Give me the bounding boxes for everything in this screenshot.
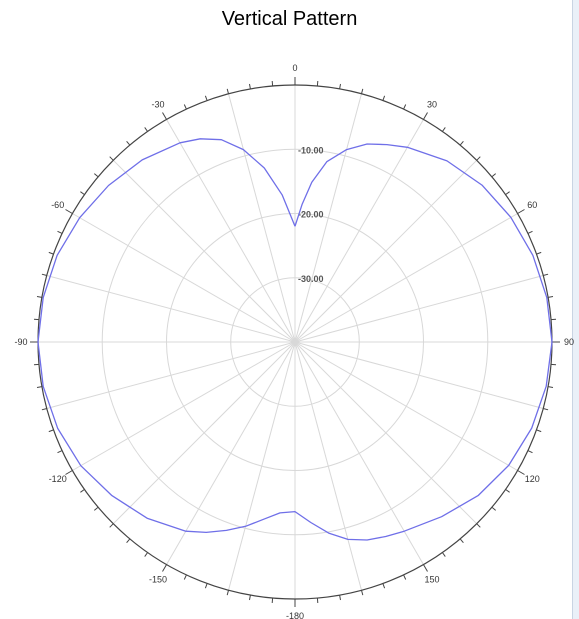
angle-tick: [536, 429, 542, 433]
angle-tick-label: -90: [14, 337, 27, 347]
angle-tick: [249, 83, 251, 89]
angle-tick: [517, 470, 525, 475]
angle-tick: [183, 574, 187, 580]
angle-tick: [41, 408, 47, 411]
angle-tick: [476, 156, 481, 161]
angle-tick: [36, 386, 42, 388]
angle-tick: [382, 583, 386, 589]
angle-tick: [536, 251, 542, 255]
angle-tick: [543, 273, 549, 276]
angle-tick: [491, 173, 497, 178]
angle-tick: [476, 523, 481, 528]
angle-tick: [126, 140, 131, 146]
angle-tick: [403, 574, 407, 580]
angle-tick: [543, 408, 549, 411]
angle-tick: [109, 156, 114, 161]
angle-tick: [361, 590, 364, 596]
angle-tick: [126, 538, 131, 544]
angle-tick-label: -180: [286, 611, 304, 619]
angle-tick: [361, 88, 364, 94]
angle-tick: [204, 95, 208, 101]
angle-tick: [65, 470, 73, 475]
chart-title: Vertical Pattern: [221, 8, 358, 30]
angle-tick: [109, 523, 114, 528]
angle-tick: [65, 209, 73, 214]
angle-tick: [57, 230, 63, 234]
angle-tick: [441, 552, 446, 557]
pattern-trace: [37, 138, 553, 541]
angle-tick: [162, 564, 167, 572]
angle-tick: [339, 83, 341, 89]
angle-tick-label: 0: [292, 63, 297, 73]
radial-ring-label: -30.00: [298, 274, 324, 284]
angle-tick: [459, 538, 464, 544]
angle-tick-label: 120: [525, 474, 540, 484]
grid-ring: [230, 277, 360, 407]
angle-tick: [505, 191, 510, 196]
angle-tick: [441, 127, 446, 132]
angle-tick-label: -30: [151, 100, 164, 110]
angle-tick: [80, 488, 85, 493]
angle-tick: [41, 273, 47, 276]
angle-tick: [423, 112, 428, 120]
tick-layer: [30, 77, 560, 607]
trace-layer: [37, 138, 553, 541]
radial-ring-label: -10.00: [298, 145, 324, 155]
angle-tick-label: 90: [564, 337, 574, 347]
angle-tick: [527, 230, 533, 234]
angle-tick: [548, 386, 554, 388]
angle-tick-label: 150: [424, 574, 439, 584]
angle-tick: [204, 583, 208, 589]
angle-tick: [57, 450, 63, 454]
angle-tick: [459, 140, 464, 146]
grid-ring: [166, 213, 424, 471]
angle-tick: [93, 173, 99, 178]
angle-tick: [226, 88, 229, 94]
angle-tick: [423, 564, 428, 572]
grid-layer: [37, 84, 553, 600]
angle-tick-label: 30: [427, 100, 437, 110]
angle-tick-label: -60: [51, 200, 64, 210]
radial-ring-label: -20.00: [298, 210, 324, 220]
angle-tick: [93, 506, 99, 511]
angle-tick: [144, 127, 149, 132]
label-layer: 0 30 60 90 120 150 -180 -150 -120 -90 -60 -30 -10.00…: [14, 63, 574, 619]
angle-tick: [162, 112, 167, 120]
angle-tick: [48, 429, 54, 433]
angle-tick: [48, 251, 54, 255]
angle-tick: [80, 191, 85, 196]
angle-tick: [36, 296, 42, 298]
angle-tick: [339, 595, 341, 601]
grid-ring: [101, 148, 489, 536]
angle-tick: [144, 552, 149, 557]
angle-tick: [403, 104, 407, 110]
angle-tick-label: -150: [149, 574, 167, 584]
angle-tick-label: -120: [49, 474, 67, 484]
angle-tick: [491, 506, 497, 511]
angle-tick: [226, 590, 229, 596]
angle-tick: [527, 450, 533, 454]
angle-tick: [505, 488, 510, 493]
angle-tick: [249, 595, 251, 601]
angle-tick: [183, 104, 187, 110]
angle-tick: [517, 209, 525, 214]
angle-tick-label: 60: [527, 200, 537, 210]
window-edge: [572, 0, 579, 619]
angle-tick: [382, 95, 386, 101]
angle-tick: [548, 296, 554, 298]
